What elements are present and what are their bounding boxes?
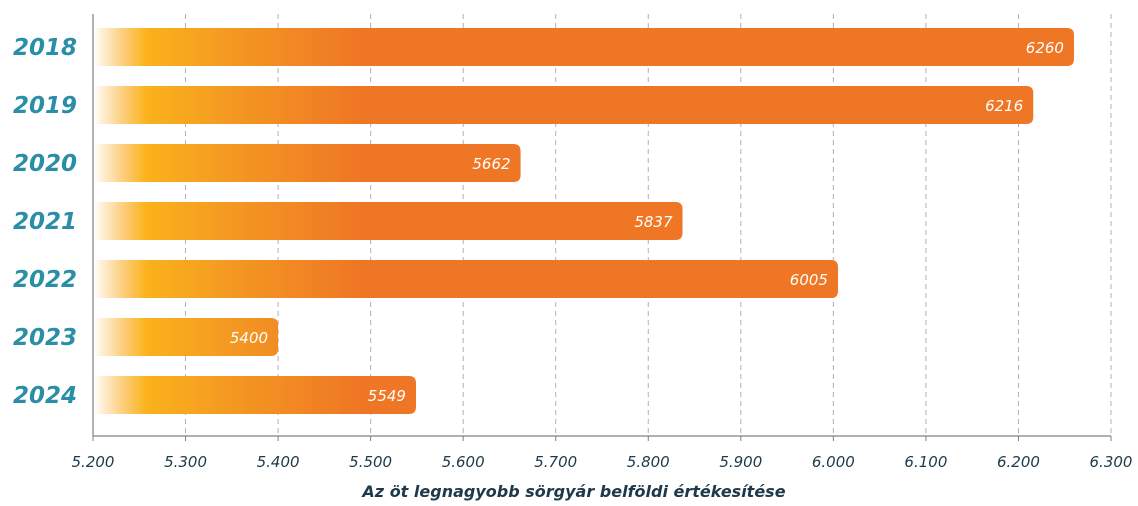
x-tick-label: 5.200	[72, 453, 115, 471]
category-label-2022: 2022	[13, 267, 77, 293]
x-tick-label: 6.100	[904, 453, 947, 471]
bar-2024	[95, 376, 416, 414]
category-labels: 2018 2019 2020 2021 2022 2023 2024	[13, 35, 77, 409]
bar-2018	[95, 28, 1074, 66]
data-label-2023: 5400	[230, 329, 268, 347]
category-label-2021: 2021	[13, 209, 77, 235]
x-tick-label: 5.400	[257, 453, 300, 471]
x-tick-label: 5.500	[349, 453, 392, 471]
x-tick-label: 5.300	[164, 453, 207, 471]
data-label-2019: 6216	[985, 97, 1023, 115]
value-labels: 6260 6216 5662 5837 6005 5400 5549	[230, 39, 1064, 405]
category-label-2024: 2024	[13, 383, 77, 409]
category-label-2020: 2020	[13, 151, 77, 177]
category-label-2023: 2023	[13, 325, 77, 351]
category-label-2019: 2019	[13, 93, 77, 119]
x-tick-label: 6.200	[997, 453, 1040, 471]
x-tick-label: 5.900	[719, 453, 762, 471]
x-tick-label: 6.300	[1090, 453, 1133, 471]
x-tick-label: 5.600	[442, 453, 485, 471]
data-label-2022: 6005	[790, 271, 828, 289]
bar-2022	[95, 260, 838, 298]
bar-2021	[95, 202, 683, 240]
bar-2019	[95, 86, 1034, 124]
bars	[95, 28, 1074, 414]
data-label-2018: 6260	[1026, 39, 1064, 57]
x-tick-label: 5.800	[627, 453, 670, 471]
bar-2023	[95, 318, 279, 356]
category-label-2018: 2018	[13, 35, 77, 61]
axes: 5.200 5.300 5.400 5.500 5.600 5.700 5.800 5.900…	[72, 14, 1133, 471]
x-tick-label: 5.700	[534, 453, 577, 471]
data-label-2021: 5837	[634, 213, 673, 231]
data-label-2024: 5549	[368, 387, 406, 405]
x-axis-title: Az öt legnagyobb sörgyár belföldi értéke…	[360, 482, 785, 501]
x-tick-label: 6.000	[812, 453, 855, 471]
data-label-2020: 5662	[472, 155, 510, 173]
bar-2020	[95, 144, 521, 182]
